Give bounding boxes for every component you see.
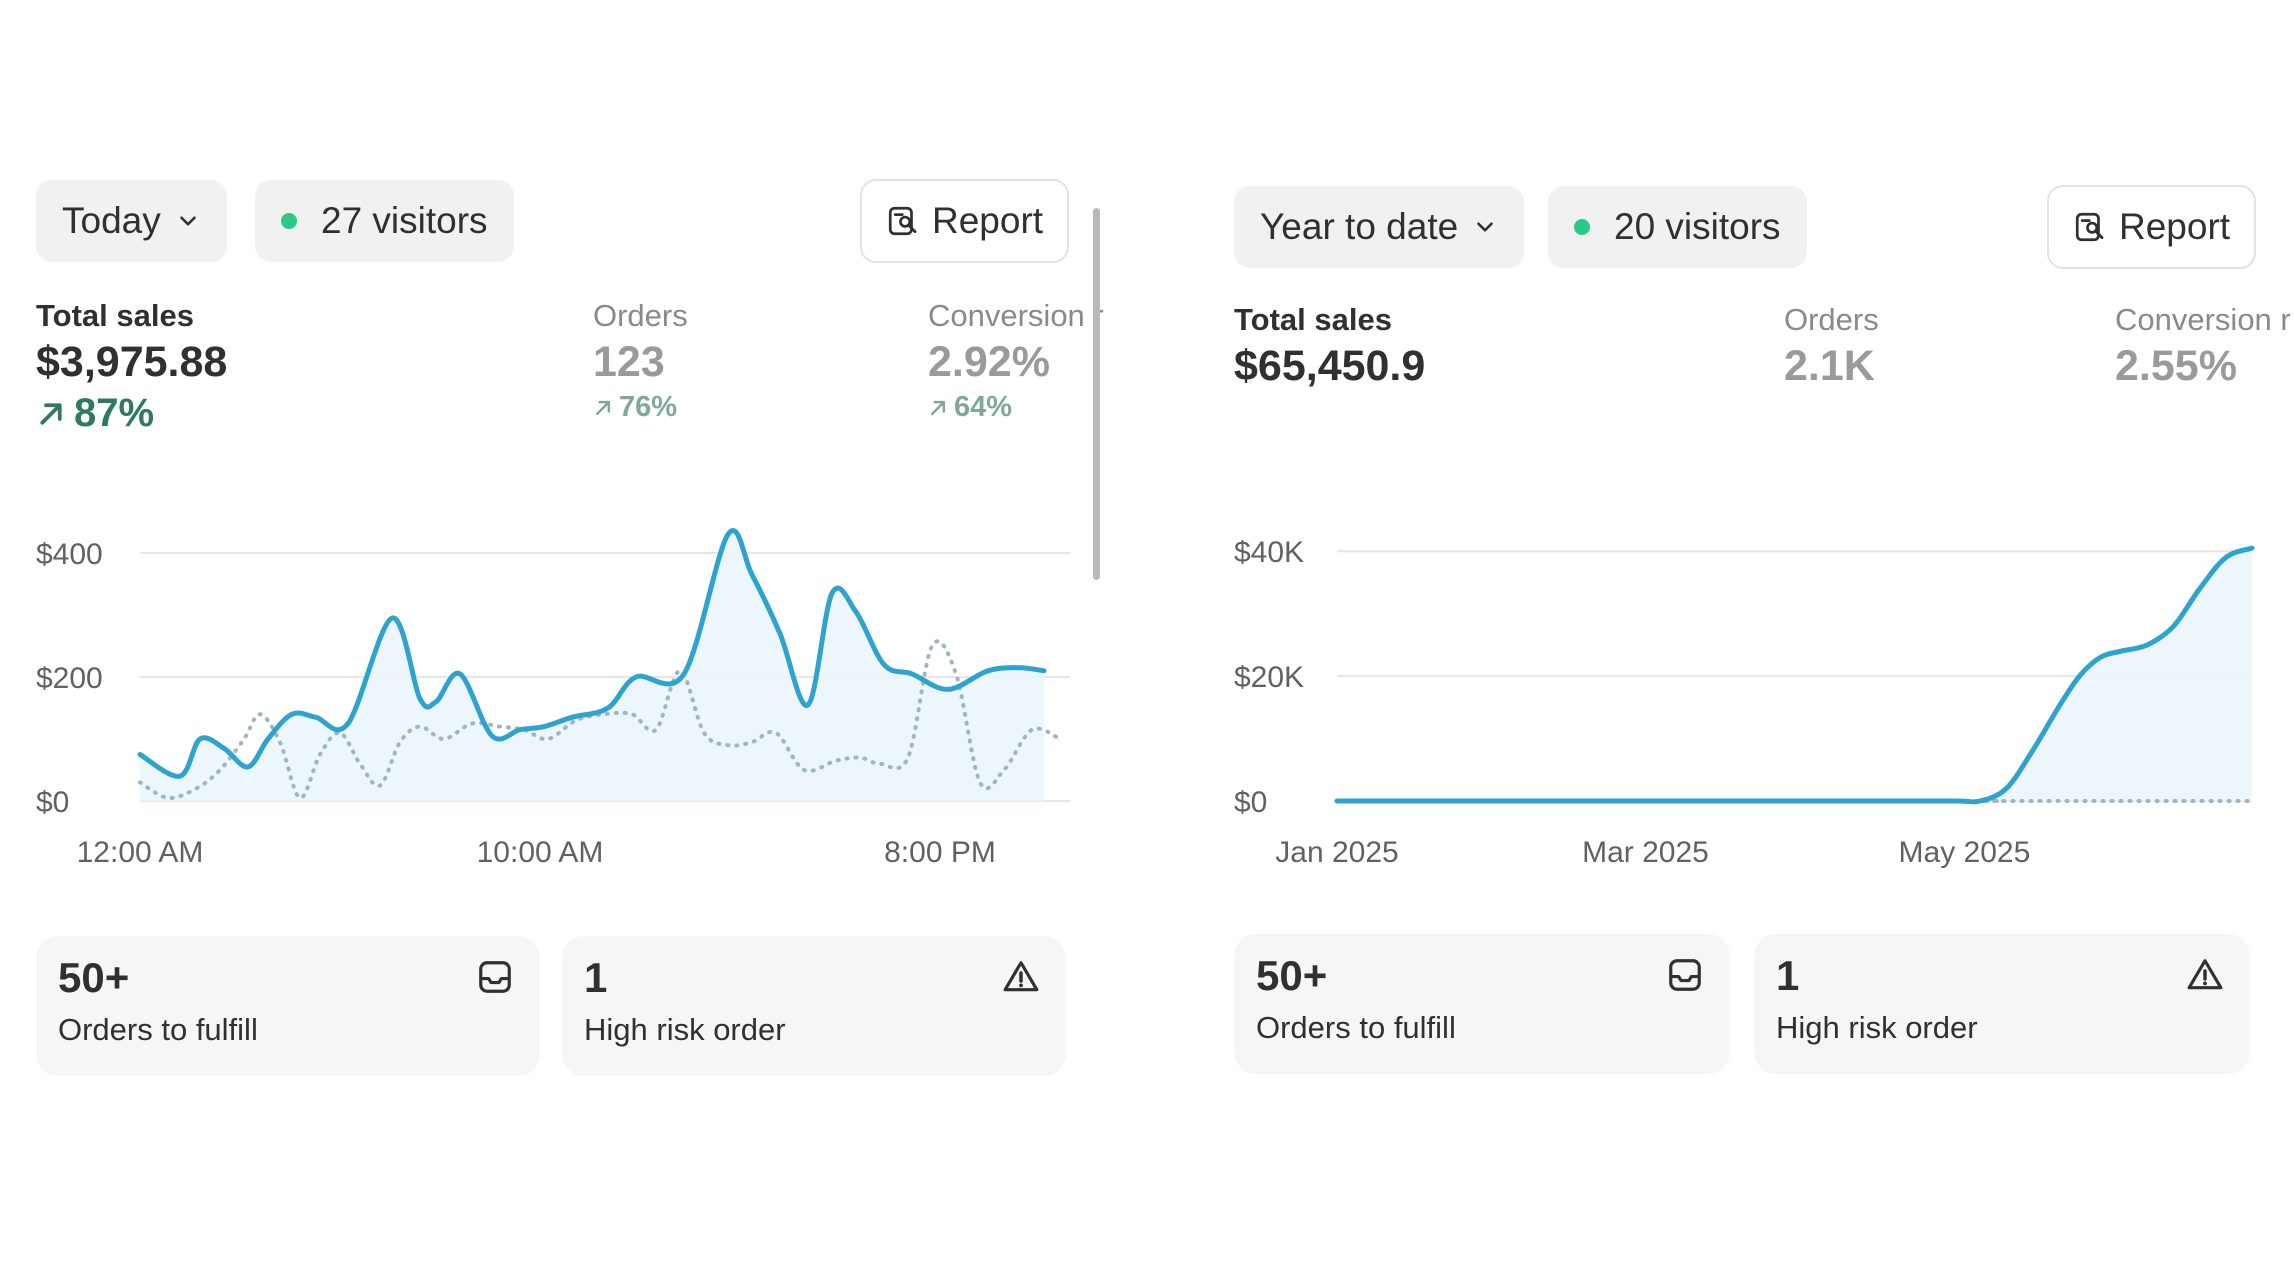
orders-metric[interactable]: Orders 2.1K [1784,302,1879,391]
x-tick-label: Jan 2025 [1275,836,1398,869]
x-tick-label: May 2025 [1899,836,2031,869]
orders-label: Orders [1784,302,1879,337]
card-label: Orders to fulfill [1256,1010,1456,1045]
total-sales-metric[interactable]: Total sales $65,450.9 [1234,302,1425,391]
report-label: Report [2119,206,2231,247]
card-label: High risk order [584,1012,786,1047]
chevron-down-icon [1472,214,1498,240]
date-range-label: Year to date [1260,206,1459,247]
report-button[interactable]: Report [860,179,1070,263]
dashboard-panel-today: Today 27 visitors Report Total sales $3,… [0,179,1108,1076]
total-sales-label: Total sales [36,298,194,333]
sales-area [140,530,1044,801]
orders-to-fulfill-card[interactable]: 50+ Orders to fulfill [1234,934,1730,1074]
sales-area [1337,548,2252,802]
card-number: 50+ [58,954,130,1001]
y-tick-label: $20K [1234,661,1304,694]
orders-to-fulfill-card[interactable]: 50+ Orders to fulfill [36,936,540,1076]
orders-value: 123 [593,338,665,386]
report-icon [2073,210,2107,244]
orders-delta: 76% [619,391,678,423]
y-tick-label: $200 [36,662,103,695]
orders-label: Orders [593,298,688,333]
orders-value: 2.1K [1784,342,1875,390]
high-risk-order-card[interactable]: 1 High risk order [1754,934,2250,1074]
sales-line [137,528,1047,779]
total-sales-value: $65,450.9 [1234,342,1426,390]
scrollbar[interactable] [1093,208,1100,580]
total-sales-value: $3,975.88 [36,338,228,386]
visitors-label: 27 visitors [321,200,488,241]
trend-up-icon [36,399,66,429]
report-label: Report [932,200,1044,241]
card-number: 1 [584,954,608,1001]
sales-chart[interactable]: $400 $200 $012:00 AM 10:00 AM 8:00 PM [0,470,1080,890]
x-tick-label: Mar 2025 [1582,836,1709,869]
conversion-label: Conversion r [928,298,1104,333]
y-tick-label: $400 [36,538,103,571]
warning-icon [1002,958,1040,996]
card-label: High risk order [1776,1010,1978,1045]
y-tick-label: $0 [1234,786,1267,819]
card-label: Orders to fulfill [58,1012,258,1047]
x-tick-label: 12:00 AM [77,836,204,869]
total-sales-label: Total sales [1234,302,1392,337]
total-sales-metric[interactable]: Total sales $3,975.88 87% [36,298,227,436]
trend-up-icon [928,398,948,418]
date-range-label: Today [62,200,161,241]
y-tick-label: $0 [36,786,69,819]
live-dot-icon [1574,219,1590,235]
report-button[interactable]: Report [2047,185,2257,269]
trend-up-icon [593,398,613,418]
live-dot-icon [281,213,297,229]
conversion-metric[interactable]: Conversion r 2.55% [2115,302,2294,391]
live-visitors-badge[interactable]: 27 visitors [255,180,514,262]
y-tick-label: $40K [1234,536,1304,569]
conversion-metric[interactable]: Conversion r 2.92% 64% [928,298,1108,424]
report-icon [886,204,920,238]
conversion-value: 2.55% [2115,342,2237,390]
inbox-icon [1666,956,1704,994]
chevron-down-icon [175,208,201,234]
live-visitors-badge[interactable]: 20 visitors [1548,186,1807,268]
conversion-label: Conversion r [2115,302,2291,337]
dashboard-panel-ytd: Year to date 20 visitors Report Total sa… [1147,0,2294,1276]
x-tick-label: 10:00 AM [477,836,604,869]
total-sales-delta: 87% [74,391,155,435]
high-risk-order-card[interactable]: 1 High risk order [562,936,1066,1076]
conversion-delta: 64% [954,391,1013,423]
x-tick-label: 8:00 PM [884,836,996,869]
date-range-selector[interactable]: Today [36,180,227,262]
card-number: 50+ [1256,952,1328,999]
date-range-selector[interactable]: Year to date [1234,186,1525,268]
orders-metric[interactable]: Orders 123 76% [593,298,688,424]
sales-line [1334,545,2255,805]
visitors-label: 20 visitors [1614,206,1781,247]
card-number: 1 [1776,952,1800,999]
comparison-line [138,639,1062,800]
warning-icon [2186,956,2224,994]
conversion-value: 2.92% [928,338,1050,386]
inbox-icon [476,958,514,996]
